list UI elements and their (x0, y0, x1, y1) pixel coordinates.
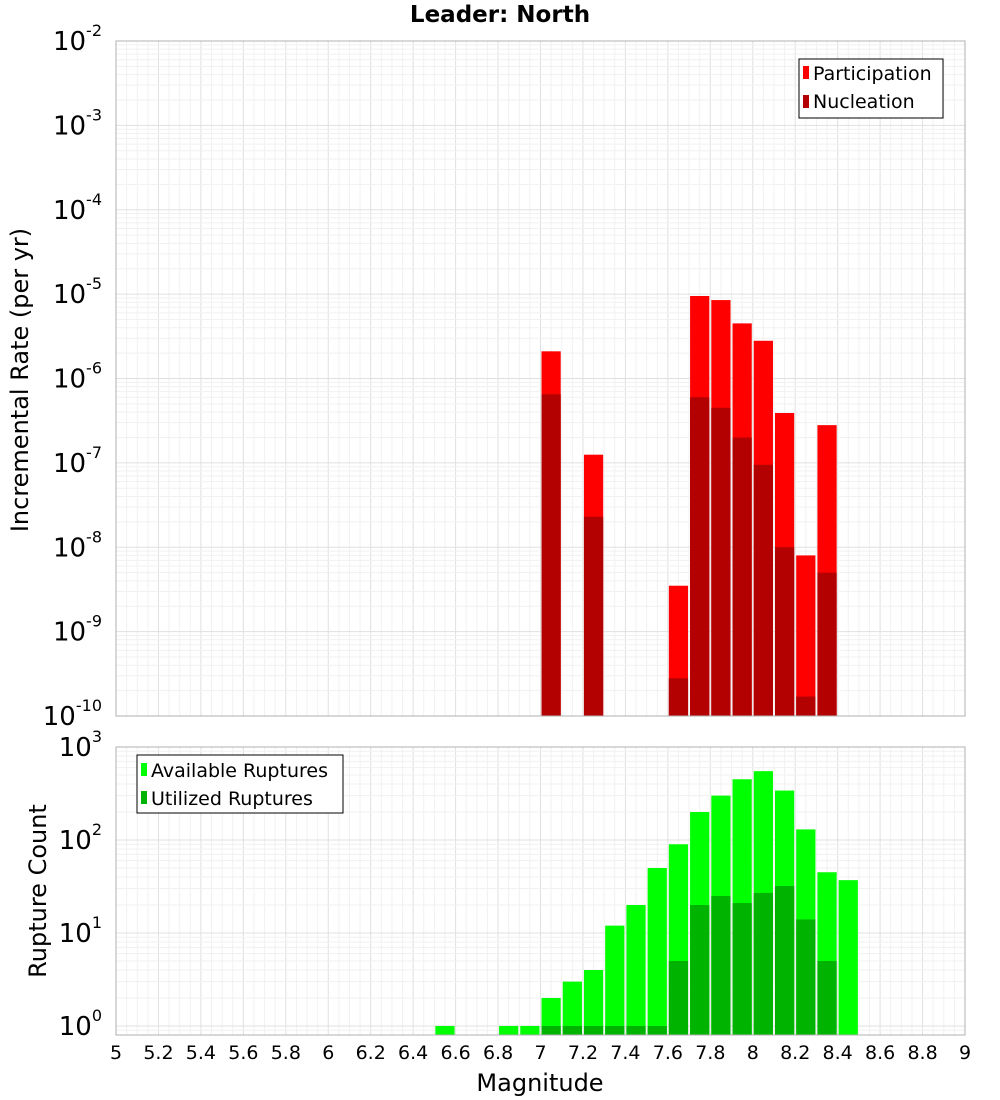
bottom-bar-utilized-ruptures (583, 1025, 604, 1035)
bottom-bar-utilized-ruptures (796, 919, 816, 1035)
bottom-bar-utilized-ruptures (753, 892, 773, 1035)
top-y-tick-labels: 10-10 10-9 10-8 10-7 10-6 10-5 10-4 10-3 10-2 (43, 21, 102, 732)
x-tick-label: 7.2 (568, 1042, 598, 1064)
x-tick-label: 6 (322, 1042, 334, 1064)
bottom-bar-utilized-ruptures (774, 886, 795, 1035)
bottom-bar-available-ruptures (562, 981, 582, 1035)
top-y-tick-label: 10-5 (53, 274, 102, 310)
x-tick-label: 5.2 (143, 1042, 173, 1064)
bottom-y-tick-label: 101 (59, 913, 102, 949)
bottom-bar-utilized-ruptures (817, 960, 837, 1035)
bottom-plot-frame (115, 746, 966, 1036)
bottom-bar-utilized-ruptures (668, 960, 689, 1035)
top-bar-participation (796, 555, 816, 716)
x-tick-label: 6.6 (440, 1042, 470, 1064)
x-tick-label: 5.6 (228, 1042, 258, 1064)
top-y-tick-label: 10-4 (53, 190, 102, 226)
top-legend-box (798, 58, 944, 119)
x-tick-label: 7 (534, 1042, 546, 1064)
legend-label-participation: Participation (813, 63, 932, 85)
bottom-bar-available-ruptures (626, 904, 646, 1035)
bottom-y-tick-label: 100 (59, 1006, 102, 1042)
legend-label-nucleation: Nucleation (813, 91, 915, 113)
top-y-tick-label: 10-6 (53, 359, 102, 395)
top-bar-nucleation (796, 696, 816, 716)
top-grid (115, 41, 966, 717)
bottom-bar-utilized-ruptures (626, 1025, 646, 1035)
x-tick-label: 5.8 (271, 1042, 301, 1064)
top-y-tick-label: 10-8 (53, 527, 102, 563)
top-bar-nucleation (817, 572, 837, 716)
top-legend: Participation Nucleation (798, 58, 944, 119)
x-tick-label: 6.8 (483, 1042, 513, 1064)
top-bar-nucleation (711, 407, 731, 716)
x-tick-label: 8 (747, 1042, 759, 1064)
top-y-tick-label: 10-7 (53, 443, 102, 479)
top-plot-frame (115, 40, 966, 717)
top-bars (541, 296, 837, 716)
bottom-y-axis-label: Rupture Count (24, 804, 52, 978)
bottom-bar-utilized-ruptures (541, 1025, 561, 1035)
top-bar-nucleation (753, 464, 773, 716)
x-tick-label: 7.6 (653, 1042, 683, 1064)
top-bar-nucleation (541, 394, 561, 716)
x-tick-label: 8.8 (907, 1042, 937, 1064)
x-tick-label: 8.6 (865, 1042, 895, 1064)
bottom-bar-available-ruptures (647, 867, 667, 1035)
bottom-bar-available-ruptures (838, 880, 858, 1035)
x-axis-label: Magnitude (476, 1069, 603, 1097)
top-y-axis-label: Incremental Rate (per yr) (6, 228, 34, 532)
bottom-bar-utilized-ruptures (690, 904, 710, 1035)
legend-swatch-utilized (141, 791, 147, 804)
top-y-tick-label: 10-3 (53, 105, 102, 141)
bottom-bar-available-ruptures (520, 1025, 540, 1035)
bottom-y-tick-label: 102 (59, 820, 102, 856)
bottom-bar-utilized-ruptures (605, 1025, 625, 1035)
bottom-bar-available-ruptures (541, 997, 561, 1035)
top-panel: 10-10 10-9 10-8 10-7 10-6 10-5 10-4 10-3 10-2 In… (6, 21, 966, 732)
x-tick-label: 7.8 (695, 1042, 725, 1064)
x-tick-labels: 5 5.2 5.4 5.6 5.8 6 6.2 6.4 6.6 6.8 7 7.2 7.4 7.6 7.8 8… (110, 1042, 971, 1064)
x-tick-label: 5 (110, 1042, 122, 1064)
bottom-bars (435, 771, 858, 1035)
bottom-panel: 100 101 102 103 5 5.2 5.4 5.6 5.8 6 6.2 6.4 6.6 6.8 7… (24, 727, 971, 1097)
chart-title: Leader: North (410, 2, 590, 28)
legend-label-utilized: Utilized Ruptures (151, 788, 313, 810)
x-tick-label: 6.2 (356, 1042, 386, 1064)
x-tick-label: 7.4 (610, 1042, 640, 1064)
legend-swatch-available (141, 763, 147, 776)
bottom-bar-available-ruptures (605, 925, 625, 1035)
top-bar-nucleation (583, 516, 604, 716)
bottom-y-tick-label: 103 (59, 727, 102, 763)
x-tick-label: 5.4 (186, 1042, 216, 1064)
top-bar-nucleation (774, 547, 795, 716)
top-y-tick-label: 10-9 (53, 612, 102, 648)
bottom-legend: Available Ruptures Utilized Ruptures (136, 754, 344, 814)
top-bar-nucleation (668, 678, 689, 716)
top-y-tick-label: 10-10 (43, 696, 102, 732)
bottom-bar-utilized-ruptures (647, 1025, 667, 1035)
top-bar-nucleation (690, 397, 710, 716)
top-y-tick-label: 10-2 (53, 21, 102, 57)
x-tick-label: 8.4 (823, 1042, 853, 1064)
bottom-legend-box (136, 754, 344, 814)
bottom-bar-available-ruptures (435, 1025, 455, 1035)
x-tick-label: 9 (959, 1042, 971, 1064)
bottom-bar-utilized-ruptures (562, 1025, 582, 1035)
legend-swatch-nucleation (803, 95, 809, 108)
legend-label-available: Available Ruptures (151, 760, 328, 782)
x-tick-label: 8.2 (780, 1042, 810, 1064)
bottom-bar-utilized-ruptures (711, 895, 731, 1035)
bottom-bar-available-ruptures (583, 969, 604, 1035)
x-tick-label: 6.4 (398, 1042, 428, 1064)
legend-swatch-participation (803, 66, 809, 79)
bottom-bar-available-ruptures (499, 1025, 519, 1035)
bottom-bar-utilized-ruptures (732, 903, 752, 1035)
bottom-y-tick-labels: 100 101 102 103 (59, 727, 102, 1042)
top-bar-nucleation (732, 437, 752, 716)
